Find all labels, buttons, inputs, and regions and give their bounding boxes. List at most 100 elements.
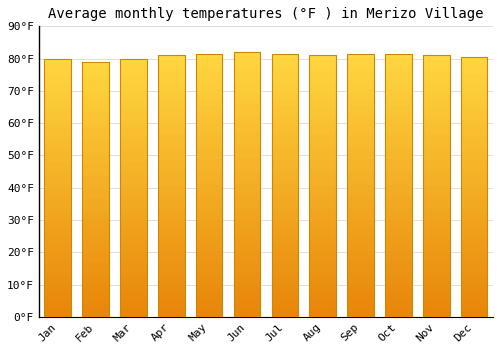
Bar [44,149,71,153]
Bar [82,266,109,270]
Bar [385,155,411,159]
Bar [82,138,109,142]
Bar [272,190,298,194]
Bar [461,182,487,187]
Bar [461,135,487,139]
Bar [423,260,450,265]
Bar [461,61,487,65]
Bar [310,147,336,151]
Bar [120,209,146,214]
Bar [120,97,146,102]
Bar [385,229,411,233]
Bar [385,119,411,124]
Bar [423,295,450,299]
Bar [272,119,298,124]
Bar [423,238,450,243]
Bar [423,221,450,225]
Bar [385,115,411,119]
Bar [310,186,336,190]
Bar [44,179,71,183]
Bar [234,268,260,273]
Bar [272,203,298,207]
Bar [82,130,109,134]
Bar [272,137,298,141]
Bar [423,77,450,82]
Bar [196,150,222,155]
Bar [310,260,336,265]
Bar [348,233,374,238]
Bar [385,190,411,194]
Bar [120,226,146,231]
Bar [310,86,336,90]
Bar [385,295,411,299]
Bar [310,308,336,313]
Bar [385,67,411,71]
Bar [348,58,374,63]
Bar [120,222,146,226]
Bar [461,57,487,61]
Bar [461,131,487,135]
Bar [120,170,146,175]
Bar [44,183,71,188]
Bar [82,304,109,308]
Bar [385,268,411,273]
Bar [310,90,336,94]
Bar [196,124,222,128]
Bar [82,202,109,206]
Bar [196,260,222,264]
Bar [44,209,71,214]
Bar [158,195,184,199]
Bar [82,96,109,100]
Bar [234,78,260,83]
Bar [234,312,260,317]
Bar [120,300,146,304]
Bar [196,247,222,251]
Bar [82,257,109,261]
Bar [120,214,146,218]
Bar [461,308,487,313]
Bar [44,252,71,257]
Bar [423,299,450,304]
Bar [272,299,298,304]
Bar [44,71,71,76]
Bar [44,196,71,201]
Bar [423,134,450,138]
Bar [158,251,184,256]
Bar [461,300,487,304]
Bar [120,114,146,119]
Bar [82,249,109,253]
Bar [423,112,450,116]
Bar [423,90,450,94]
Bar [310,142,336,147]
Bar [348,168,374,172]
Bar [423,125,450,130]
Bar [120,93,146,97]
Bar [234,176,260,180]
Bar [44,102,71,106]
Bar [82,113,109,117]
Bar [385,216,411,220]
Bar [44,145,71,149]
Bar [385,76,411,80]
Bar [385,176,411,181]
Bar [461,260,487,265]
Bar [44,136,71,140]
Bar [120,265,146,270]
Bar [82,253,109,257]
Bar [310,238,336,243]
Bar [44,132,71,136]
Bar [423,286,450,290]
Bar [234,202,260,206]
Bar [348,159,374,163]
Bar [423,273,450,278]
Bar [461,278,487,282]
Bar [385,207,411,211]
Bar [234,290,260,295]
Bar [158,217,184,221]
Bar [234,171,260,176]
Bar [120,287,146,291]
Bar [82,91,109,96]
Bar [234,215,260,220]
Bar [385,247,411,251]
Bar [44,114,71,119]
